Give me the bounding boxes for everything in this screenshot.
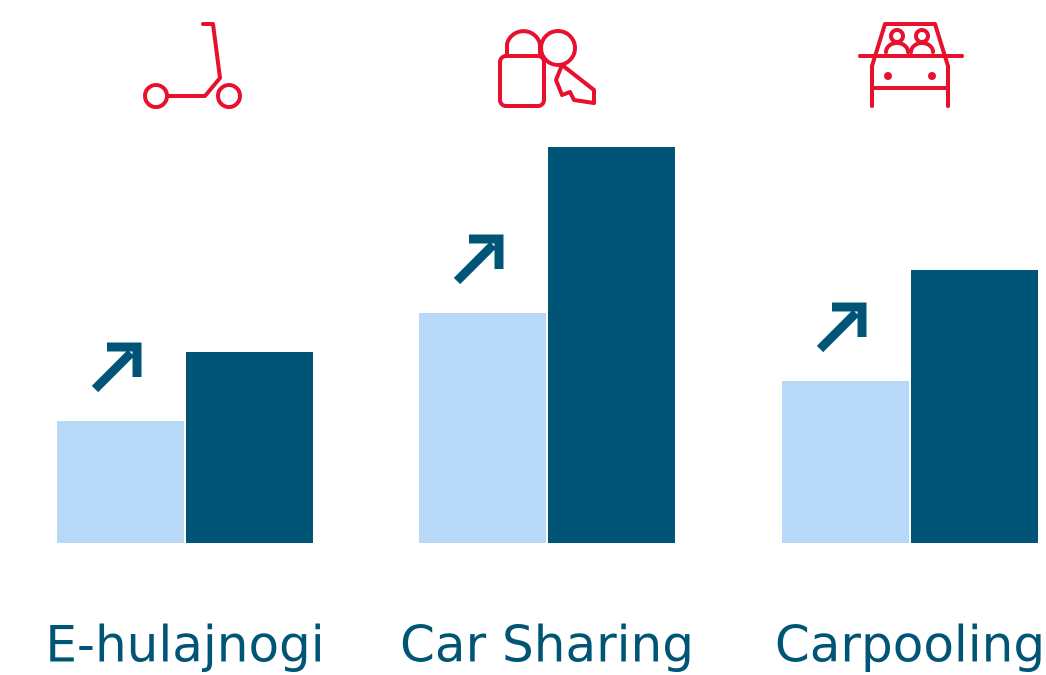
bar	[782, 381, 909, 543]
category-label: Car Sharing	[400, 616, 694, 674]
trend-arrow	[91, 342, 142, 393]
bar	[419, 313, 546, 543]
trend-arrow	[816, 302, 867, 353]
car-sharing-icon	[498, 29, 596, 108]
category-label: Carpooling	[775, 616, 1045, 674]
trend-arrow	[453, 234, 504, 285]
bar	[57, 421, 184, 543]
category-label: E-hulajnogi	[45, 616, 324, 674]
bar	[186, 352, 313, 543]
carpooling-icon	[858, 22, 964, 108]
bar	[548, 147, 675, 543]
bar	[911, 270, 1038, 543]
scooter-icon	[143, 22, 242, 109]
